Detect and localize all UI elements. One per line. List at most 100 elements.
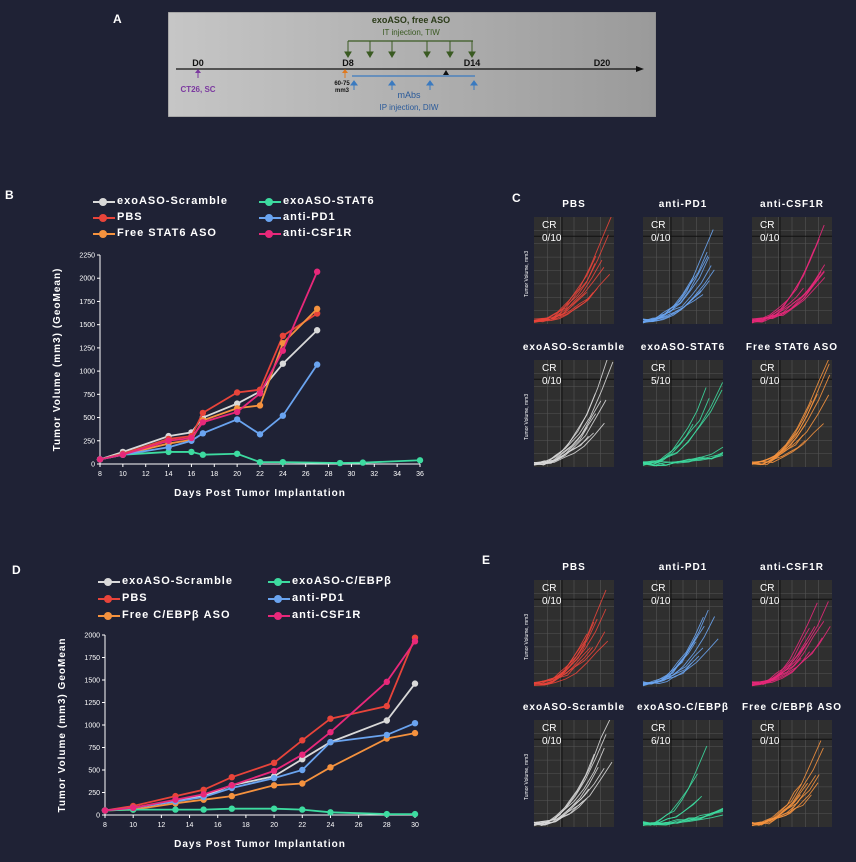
mouse-curve — [642, 773, 698, 826]
subplot-y-axis-label: Tumor Volume, mm3 — [524, 613, 530, 660]
vol-arrow — [342, 69, 348, 78]
series-line-free-stat6-aso — [99, 308, 318, 461]
subplot-title-anti-csf1r: anti-CSF1R — [760, 562, 824, 573]
data-point-anti-csf1r — [279, 347, 287, 354]
x-tick-label: 30 — [411, 822, 419, 829]
mouse-curve — [533, 288, 598, 320]
legend-swatch — [98, 612, 120, 620]
x-tick-label: 20 — [233, 471, 241, 478]
data-point-exoaso-c-ebp — [299, 806, 306, 813]
x-axis-label: Days Post Tumor Implantation — [174, 839, 346, 850]
legend-swatch — [259, 198, 281, 206]
data-point-anti-csf1r — [129, 804, 137, 811]
mouse-curve — [533, 422, 605, 465]
y-tick-label: 250 — [83, 438, 95, 445]
data-point-exoaso-c-ebp — [270, 805, 278, 812]
mouse-curve — [751, 782, 819, 825]
subplot-free-c-ebp-aso — [751, 720, 832, 827]
legend-item-exoaso-stat6: exoASO-STAT6 — [259, 195, 375, 207]
x-axis-label: Days Post Tumor Implantation — [174, 488, 346, 499]
data-point-anti-csf1r — [383, 678, 391, 685]
x-tick-label: 18 — [210, 471, 218, 478]
panel-label-c: C — [512, 191, 521, 205]
cr-text: CR — [542, 220, 557, 231]
data-point-anti-pd1 — [411, 720, 419, 727]
panel-label-d: D — [12, 563, 21, 577]
x-tick-label: 28 — [325, 471, 333, 478]
y-tick-label: 1250 — [84, 700, 100, 707]
mouse-curve — [533, 273, 611, 322]
data-point-free-c-ebp-aso — [327, 764, 334, 771]
bottom-subtitle: IP injection, DIW — [380, 103, 439, 112]
legend-swatch — [93, 214, 115, 222]
data-point-anti-pd1 — [383, 731, 391, 739]
data-point-free-stat6-aso — [313, 305, 321, 313]
implant-arrow — [195, 69, 201, 78]
legend-swatch — [93, 198, 115, 206]
top-title: exoASO, free ASO — [372, 15, 450, 25]
it-injection-arrows — [344, 41, 476, 58]
mouse-curve — [751, 277, 826, 322]
x-tick-label: 26 — [355, 822, 363, 829]
data-point-exoaso-stat6 — [256, 458, 264, 466]
cr-text: CR — [542, 583, 557, 594]
mouse-curve — [751, 797, 802, 827]
legend-swatch — [259, 214, 281, 222]
cr-fraction: 0/10 — [760, 596, 780, 607]
legend-label: anti-CSF1R — [283, 227, 353, 239]
legend-item-free-c-ebp-aso: Free C/EBPβ ASO — [98, 609, 231, 621]
complete-response-label: CR 0/10 — [542, 722, 561, 748]
series-line-anti-pd1 — [99, 364, 318, 461]
subplot-exoaso-c-ebp — [642, 720, 724, 827]
data-point-exoaso-stat6 — [233, 450, 241, 457]
data-point-anti-pd1 — [327, 738, 334, 746]
mouse-curve — [751, 270, 825, 321]
cr-fraction: 0/10 — [542, 736, 562, 747]
subplot-title-pbs: PBS — [562, 199, 586, 210]
legend-item-anti-csf1r: anti-CSF1R — [259, 227, 353, 239]
mouse-curve — [751, 740, 822, 825]
cr-text: CR — [542, 363, 557, 374]
y-tick-label: 500 — [88, 768, 100, 775]
cr-fraction: 0/10 — [651, 233, 671, 244]
data-point-pbs — [299, 737, 306, 744]
top-subtitle: IT injection, TIW — [382, 28, 440, 37]
mouse-curve — [533, 640, 609, 686]
data-point-exoaso-scramble — [233, 400, 241, 407]
legend-label: anti-PD1 — [292, 592, 345, 604]
bottom-title: mAbs — [397, 90, 421, 100]
data-point-pbs — [270, 759, 278, 766]
cr-text: CR — [651, 723, 666, 734]
cr-fraction: 0/10 — [542, 596, 562, 607]
y-tick-label: 1750 — [79, 299, 95, 306]
legend-swatch — [259, 230, 281, 238]
data-point-free-stat6-aso — [256, 402, 264, 409]
data-point-pbs — [228, 774, 236, 781]
mouse-curve — [751, 275, 819, 323]
mouse-curve — [642, 814, 724, 826]
mouse-curve — [533, 621, 595, 685]
mouse-curve — [642, 290, 702, 324]
y-tick-label: 1750 — [84, 655, 100, 662]
data-point-anti-csf1r — [188, 434, 195, 442]
day-d20: D20 — [594, 58, 611, 68]
legend-item-exoaso-scramble: exoASO-Scramble — [93, 195, 228, 207]
x-tick-label: 26 — [302, 471, 310, 478]
black-marker — [443, 70, 449, 75]
legend-label: Free STAT6 ASO — [117, 227, 217, 239]
data-point-free-c-ebp-aso — [299, 780, 306, 787]
mouse-curve — [751, 601, 829, 685]
legend-item-exoaso-c-ebp: exoASO-C/EBPβ — [268, 575, 392, 587]
x-tick-label: 34 — [393, 471, 401, 478]
subplot-free-stat6-aso — [751, 360, 832, 467]
data-point-exoaso-stat6 — [279, 458, 287, 466]
data-point-exoaso-c-ebp — [327, 809, 334, 816]
subplot-title-exoaso-c-ebp: exoASO-C/EBPβ — [637, 702, 729, 713]
y-tick-label: 2000 — [79, 276, 95, 283]
cr-fraction: 0/10 — [760, 376, 780, 387]
data-point-pbs — [233, 389, 241, 396]
legend-swatch — [268, 578, 290, 586]
data-point-pbs — [383, 702, 391, 710]
legend-label: PBS — [122, 592, 148, 604]
subplot-anti-csf1r — [751, 580, 832, 687]
